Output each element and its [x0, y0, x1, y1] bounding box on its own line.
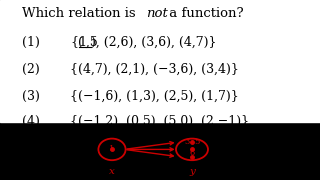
Text: y: y: [189, 167, 195, 176]
Text: 6: 6: [189, 149, 195, 157]
Text: 3: 3: [185, 138, 190, 146]
Text: (3): (3): [22, 90, 40, 103]
Text: {(: {(: [70, 36, 84, 49]
Text: 1: 1: [109, 145, 115, 153]
Text: (4): (4): [22, 115, 40, 128]
Text: {(−1,6), (1,3), (2,5), (1,7)}: {(−1,6), (1,3), (2,5), (1,7)}: [70, 90, 239, 103]
Text: a function?: a function?: [165, 7, 244, 20]
FancyBboxPatch shape: [0, 0, 320, 122]
Text: 5: 5: [194, 138, 199, 146]
Text: {(−1,2), (0,5), (5,0), (2,−1)}: {(−1,2), (0,5), (5,0), (2,−1)}: [70, 115, 250, 128]
Text: x: x: [109, 167, 115, 176]
Text: {(4,7), (2,1), (−3,6), (3,4)}: {(4,7), (2,1), (−3,6), (3,4)}: [70, 63, 239, 76]
Text: Which relation is: Which relation is: [22, 7, 140, 20]
Text: not: not: [146, 7, 167, 20]
Text: (2): (2): [22, 63, 40, 76]
Text: 1,5: 1,5: [79, 36, 99, 49]
Text: (1): (1): [22, 36, 40, 49]
Text: ), (2,6), (3,6), (4,7)}: ), (2,6), (3,6), (4,7)}: [91, 36, 216, 49]
